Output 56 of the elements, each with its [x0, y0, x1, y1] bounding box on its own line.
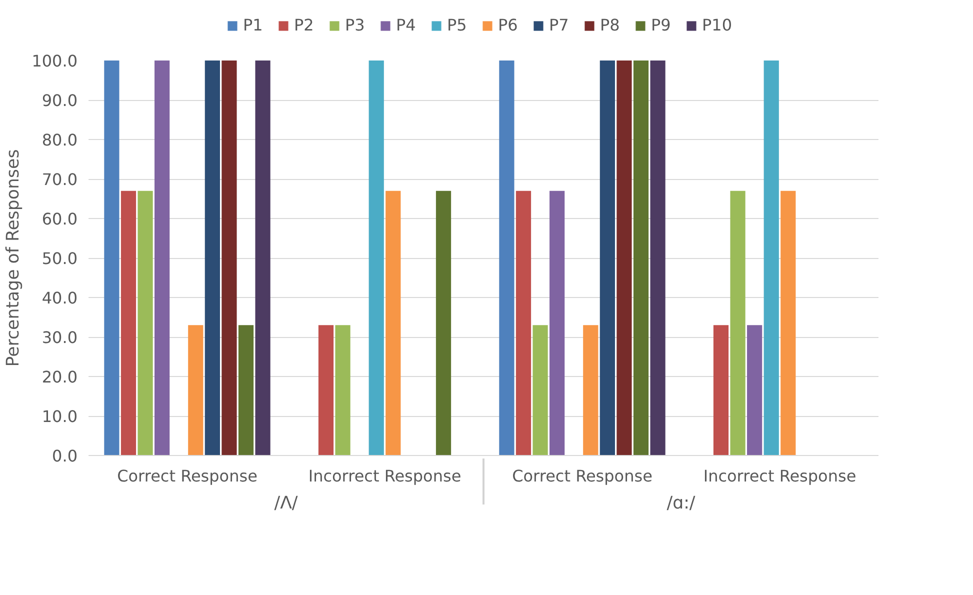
text: /Λ/ — [274, 494, 298, 514]
legend-label: P4 — [396, 16, 416, 34]
legend-label: P6 — [498, 16, 518, 34]
bar — [222, 60, 237, 456]
bar — [204, 60, 220, 456]
bar — [516, 190, 532, 456]
x-tick-label: Incorrect Response — [703, 466, 856, 486]
y-tick-label: 40.0 — [42, 288, 78, 308]
bar — [368, 60, 384, 456]
legend-label: P1 — [242, 16, 263, 34]
legend-label: P3 — [344, 16, 365, 34]
legend-label: P5 — [446, 16, 467, 34]
bar — [713, 325, 729, 456]
y-tick-label: 20.0 — [42, 368, 78, 386]
y-tick-label: 70.0 — [42, 170, 78, 189]
bar — [650, 60, 666, 456]
bar — [532, 325, 548, 456]
bar — [600, 60, 615, 456]
bar — [499, 60, 514, 456]
bar — [120, 190, 136, 456]
bar — [138, 190, 153, 456]
y-tick-label: 90.0 — [42, 91, 78, 110]
x-tick-label: Correct Response — [117, 466, 258, 486]
bar — [436, 190, 452, 456]
bar — [764, 60, 779, 456]
bar — [780, 190, 796, 456]
y-tick-label: 100.0 — [32, 52, 78, 70]
y-tick-label: 10.0 — [42, 407, 78, 426]
bar — [583, 325, 598, 456]
bar — [747, 325, 762, 456]
bar — [550, 190, 565, 456]
bar — [188, 325, 204, 456]
text: /ɑ:/ — [666, 494, 696, 514]
y-tick-label: 60.0 — [42, 210, 78, 228]
legend-label: P7 — [548, 16, 569, 34]
legend-label: P10 — [702, 16, 732, 34]
y-tick-label: 80.0 — [42, 130, 78, 150]
x-tick-label: Incorrect Response — [308, 466, 462, 486]
y-tick-label: 50.0 — [42, 249, 78, 268]
bar — [238, 325, 254, 456]
bar — [104, 60, 120, 456]
bar — [633, 60, 649, 456]
legend-label: P2 — [294, 16, 314, 34]
bar — [255, 60, 270, 456]
bar — [616, 60, 632, 456]
y-axis-title: Percentage of Responses — [4, 149, 24, 367]
bar — [154, 60, 170, 456]
legend-label: P9 — [650, 16, 671, 34]
bar — [318, 325, 334, 456]
bar — [730, 190, 746, 456]
bar — [386, 190, 401, 456]
legend-label: P8 — [600, 16, 620, 34]
y-tick-label: 0.0 — [52, 446, 78, 466]
y-tick-label: 30.0 — [42, 328, 78, 347]
bar — [335, 325, 350, 456]
x-tick-label: Correct Response — [512, 466, 652, 486]
